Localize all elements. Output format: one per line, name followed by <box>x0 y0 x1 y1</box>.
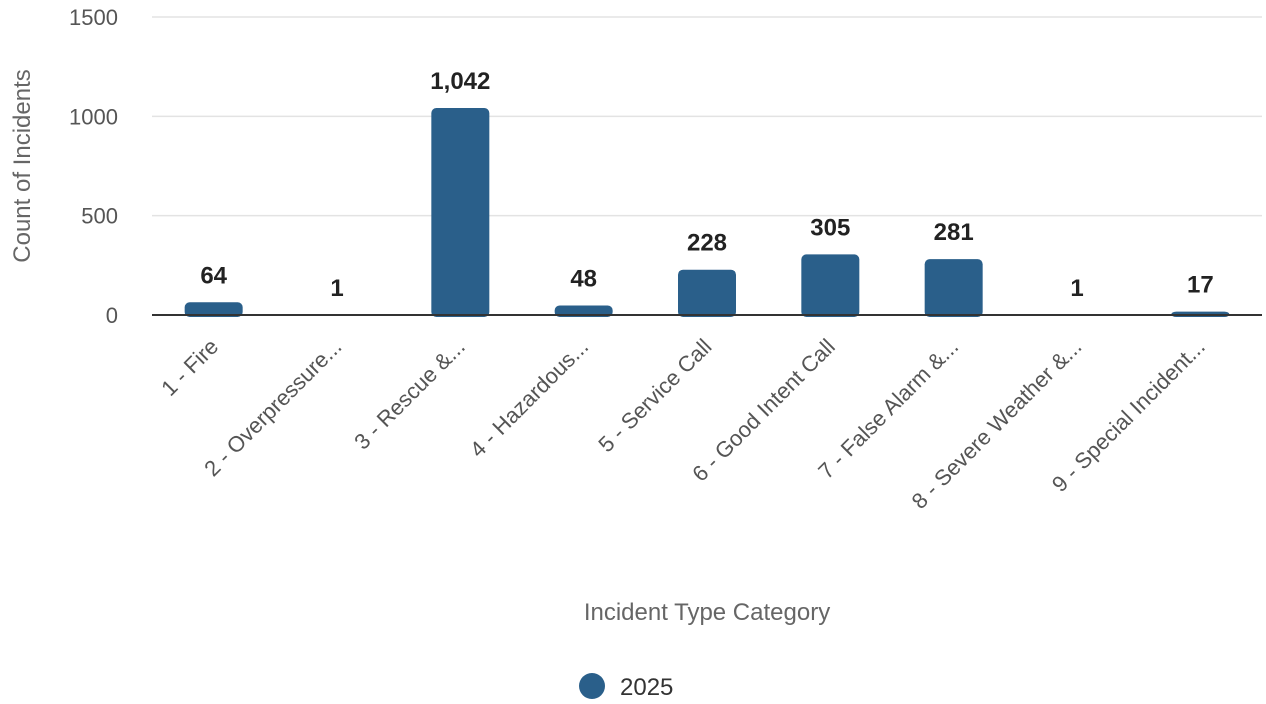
legend: 2025 <box>579 673 673 701</box>
data-labels: 64 1 1,042 48 228 305 281 1 17 <box>200 68 1213 302</box>
x-axis-title: Incident Type Category <box>584 599 830 626</box>
data-label: 228 <box>687 230 727 257</box>
x-tick-label: 4 - Hazardous... <box>465 334 593 462</box>
bar <box>184 302 243 317</box>
grid-lines <box>152 16 1262 217</box>
data-label: 1 <box>330 275 343 302</box>
y-tick-label: 0 <box>106 303 118 328</box>
x-tick-label: 5 - Service Call <box>593 334 716 457</box>
bar <box>801 254 860 317</box>
bars <box>184 107 1230 317</box>
data-label: 1 <box>1070 275 1083 302</box>
data-label: 64 <box>200 262 227 289</box>
x-tick-label: 1 - Fire <box>156 334 223 401</box>
bar <box>431 107 490 317</box>
x-tick-label: 3 - Rescue &... <box>349 334 470 455</box>
data-label: 48 <box>570 265 597 292</box>
bar <box>678 269 736 317</box>
data-label: 17 <box>1187 272 1214 299</box>
y-tick-label: 1000 <box>69 104 118 129</box>
data-label: 1,042 <box>430 68 490 95</box>
y-axis-title: Count of Incidents <box>9 69 36 262</box>
legend-label: 2025 <box>620 674 673 701</box>
x-tick-label: 2 - Overpressure... <box>199 334 346 481</box>
bar <box>924 259 983 317</box>
y-axis-ticks: 0 500 1000 1500 <box>69 5 118 328</box>
legend-marker <box>579 673 605 699</box>
y-tick-label: 500 <box>81 204 118 229</box>
y-tick-label: 1500 <box>69 5 118 30</box>
data-label: 281 <box>934 219 974 246</box>
data-label: 305 <box>810 214 850 241</box>
